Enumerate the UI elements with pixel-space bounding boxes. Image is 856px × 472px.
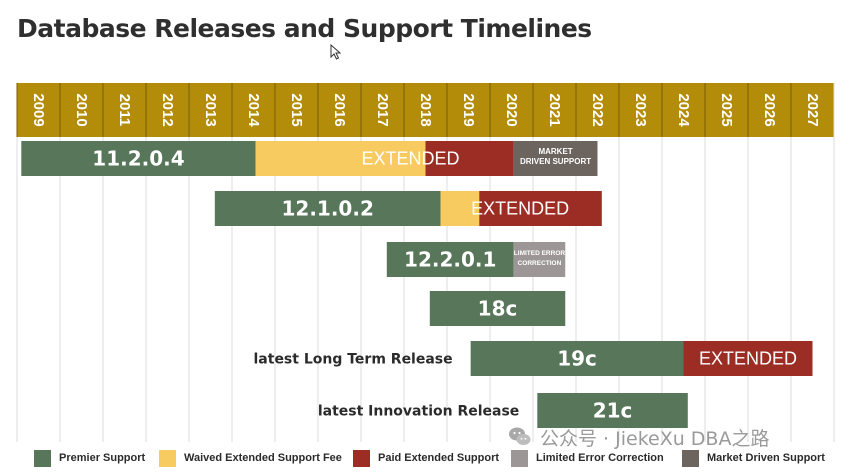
premier-segment: [214, 191, 441, 226]
waived-segment: [440, 191, 480, 226]
year-tick-label: 2011: [116, 94, 133, 127]
legend-item-paid: Paid Extended Support: [353, 448, 499, 468]
legend-item-waived: Waived Extended Support Fee: [159, 448, 342, 468]
release-label: 18c: [478, 297, 518, 321]
year-tick-label: 2018: [417, 93, 434, 126]
paid-segment: [683, 341, 813, 376]
extended-label: EXTENDED: [471, 199, 569, 219]
legend-item-premier: Premier Support: [34, 448, 145, 468]
limited-segment: [513, 242, 566, 277]
year-tick-label: 2016: [331, 93, 348, 126]
year-tick-label: 2027: [804, 93, 821, 126]
year-tick-label: 2015: [288, 93, 305, 126]
premier-segment: [386, 242, 514, 277]
year-tick-label: 2020: [503, 93, 520, 126]
year-tick-label: 2024: [675, 93, 692, 127]
release-label: 21c: [593, 399, 633, 423]
legend-label: Limited Error Correction: [536, 452, 664, 464]
extended-label: EXTENDED: [699, 349, 797, 369]
legend-swatch: [159, 449, 176, 467]
release-label: 12.1.0.2: [281, 197, 373, 221]
market-label: MARKET: [538, 147, 572, 156]
watermark-text: 公众号 · JiekeXu DBA之路: [540, 427, 770, 450]
legend-swatch: [34, 449, 51, 467]
year-tick-label: 2026: [761, 93, 778, 126]
year-tick-label: 2021: [546, 93, 563, 126]
legend-label: Paid Extended Support: [378, 452, 500, 464]
year-tick-label: 2023: [632, 93, 649, 126]
year-tick-label: 2012: [159, 93, 176, 126]
release-row-label: latest Innovation Release: [318, 404, 519, 420]
legend-label: Premier Support: [59, 452, 146, 464]
legend-swatch: [511, 449, 528, 467]
release-label: 19c: [557, 347, 597, 371]
year-tick-label: 2009: [30, 93, 47, 126]
mouse-cursor-icon: [330, 44, 342, 60]
waived-segment: [255, 141, 426, 176]
year-tick-label: 2019: [460, 93, 477, 126]
year-tick-label: 2022: [589, 93, 606, 126]
legend-item-market: Market Driven Support: [682, 448, 825, 468]
paid-segment: [479, 191, 602, 226]
legend-label: Market Driven Support: [707, 452, 825, 464]
limited-label: LIMITED ERROR: [514, 250, 566, 257]
legend-item-limited: Limited Error Correction: [511, 448, 664, 468]
watermark: 公众号 · JiekeXu DBA之路: [508, 424, 769, 450]
premier-segment: [537, 393, 688, 428]
market-label: DRIVEN SUPPORT: [520, 157, 591, 166]
year-tick-label: 2017: [374, 93, 391, 126]
page-title: Database Releases and Support Timelines: [17, 14, 592, 43]
timeline-chart: 2009 2010 2011 2012 2013 2014 2015 2016 2017 2018…: [16, 83, 835, 442]
premier-segment: [21, 141, 256, 176]
year-tick-label: 2010: [73, 93, 90, 126]
extended-label: EXTENDED: [361, 149, 459, 169]
year-header-band: [17, 83, 834, 137]
year-tick-label: 2025: [718, 93, 735, 126]
year-tick-label: 2013: [202, 93, 219, 126]
legend-swatch: [682, 449, 699, 467]
market-segment: [513, 141, 598, 176]
release-label: 11.2.0.4: [92, 147, 184, 171]
legend: Premier Support Waived Extended Support F…: [0, 444, 856, 472]
year-tick-label: 2014: [245, 93, 262, 127]
paid-segment: [425, 141, 514, 176]
legend-label: Waived Extended Support Fee: [184, 452, 342, 464]
legend-swatch: [353, 449, 370, 467]
wechat-icon: [509, 427, 531, 445]
premier-segment: [429, 291, 566, 326]
premier-segment: [470, 341, 684, 376]
limited-label: CORRECTION: [518, 260, 562, 267]
release-label: 12.2.0.1: [404, 248, 496, 272]
release-row-label: latest Long Term Release: [254, 352, 453, 368]
